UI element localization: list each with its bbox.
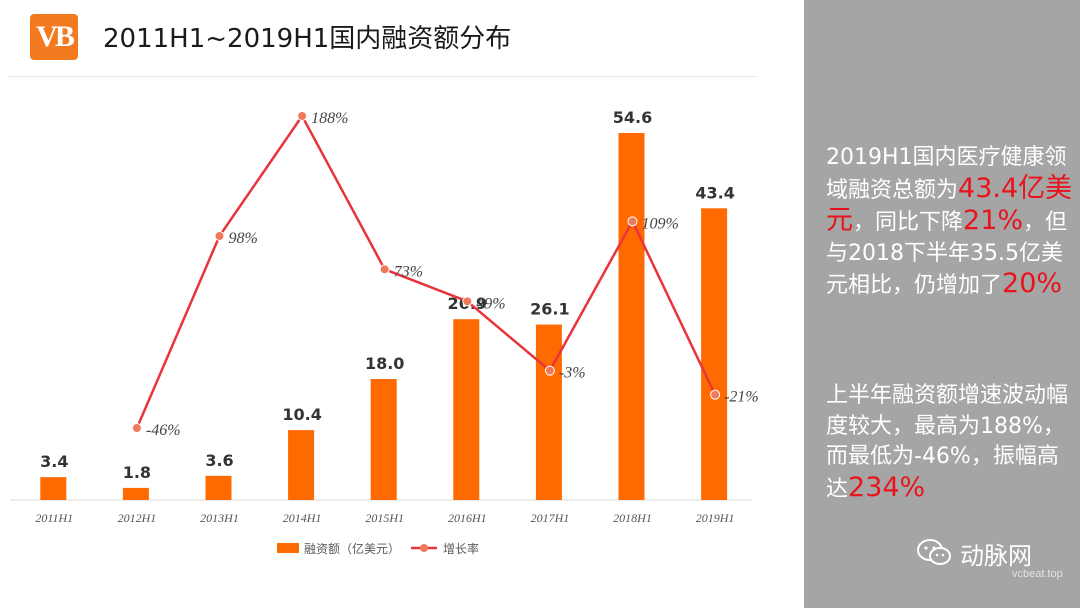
x-tick-label: 2014H1	[283, 511, 322, 525]
summary-panel: 2019H1国内医疗健康领域融资总额为43.4亿美元，同比下降21%，但与201…	[804, 0, 1080, 608]
bar-2011H1	[40, 477, 67, 500]
bar-2018H1	[618, 133, 645, 500]
bar-value-label: 3.4	[40, 452, 68, 471]
bar-value-label: 43.4	[695, 183, 734, 202]
bar-value-label: 18.0	[365, 354, 404, 373]
bar-value-label: 3.6	[205, 451, 233, 470]
growth-rate-line	[135, 113, 717, 429]
summary-text: ，同比下降	[853, 210, 964, 235]
bar-2017H1	[535, 324, 562, 500]
x-tick-label: 2011H1	[35, 511, 73, 525]
x-tick-label: 2017H1	[531, 511, 570, 525]
bar-2016H1	[453, 319, 480, 500]
growth-label: 49%	[476, 295, 505, 312]
legend-label-bar: 融资额（亿美元）	[304, 541, 400, 556]
legend-marker-line	[420, 544, 428, 552]
summary-text: ，但与2018下半年35.5亿美元相比，仍增加了	[826, 210, 1068, 298]
bar-2014H1	[288, 430, 315, 500]
bar-2013H1	[205, 475, 232, 500]
logo: VB	[30, 14, 78, 60]
growth-label: 73%	[394, 263, 423, 280]
growth-point-2017H1	[544, 365, 555, 376]
x-tick-label: 2012H1	[118, 511, 157, 525]
growth-point-2019H1	[710, 389, 721, 400]
bar-2012H1	[122, 487, 149, 500]
growth-point-2018H1	[627, 216, 638, 227]
x-tick-label: 2018H1	[613, 511, 652, 525]
bar-2015H1	[370, 379, 397, 500]
highlight-amplitude: 234%	[848, 471, 926, 503]
x-tick-label: 2019H1	[696, 511, 735, 525]
growth-point-2016H1	[462, 296, 473, 307]
growth-point-2014H1	[297, 111, 308, 121]
x-tick-label: 2016H1	[448, 511, 487, 525]
watermark-name: 动脉网	[960, 542, 1032, 570]
wechat-icon	[917, 539, 951, 565]
bar-2019H1	[701, 208, 728, 501]
highlight-decline: 21%	[963, 205, 1024, 236]
x-tick-label: 2015H1	[365, 511, 404, 525]
growth-label: 98%	[229, 230, 258, 247]
title-divider	[8, 76, 756, 77]
growth-point-2015H1	[379, 264, 390, 275]
summary-paragraph-1: 2019H1国内医疗健康领域融资总额为43.4亿美元，同比下降21%，但与201…	[826, 143, 1074, 302]
growth-point-2013H1	[214, 231, 225, 241]
bar-value-label: 26.1	[530, 300, 569, 319]
summary-paragraph-2: 上半年融资额增速波动幅度较大，最高为188%，而最低为-46%，振幅高达234%	[826, 381, 1074, 505]
growth-label: -21%	[724, 389, 759, 406]
bar-value-label: 54.6	[613, 108, 652, 127]
summary-text: 上半年融资额增速波动幅度较大，最高为188%，而最低为-46%，振幅高达	[826, 383, 1069, 502]
bar-value-label: 10.4	[282, 405, 321, 424]
growth-label: -3%	[559, 365, 586, 382]
watermark-url: vcbeat.top	[1012, 568, 1063, 580]
highlight-increase: 20%	[1002, 268, 1063, 299]
growth-label: 188%	[311, 110, 348, 127]
growth-label: -46%	[146, 422, 181, 439]
growth-point-2012H1	[131, 423, 142, 433]
growth-label: 109%	[642, 215, 679, 232]
financing-chart: 3.4 2011H1 1.8 2012H1 3.6 2013H1 10.4 2014H1 18.…	[10, 108, 759, 556]
legend-swatch-bar	[277, 543, 299, 553]
bar-value-label: 1.8	[123, 463, 151, 482]
legend-label-line: 增长率	[443, 541, 479, 556]
summary-text: 2019H1国内医疗健康领域融资总额为	[826, 145, 1067, 203]
highlight-total: 43.4亿美元	[826, 172, 1073, 236]
x-tick-label: 2013H1	[200, 511, 239, 525]
page-title: 2011H1~2019H1国内融资额分布	[103, 24, 512, 54]
